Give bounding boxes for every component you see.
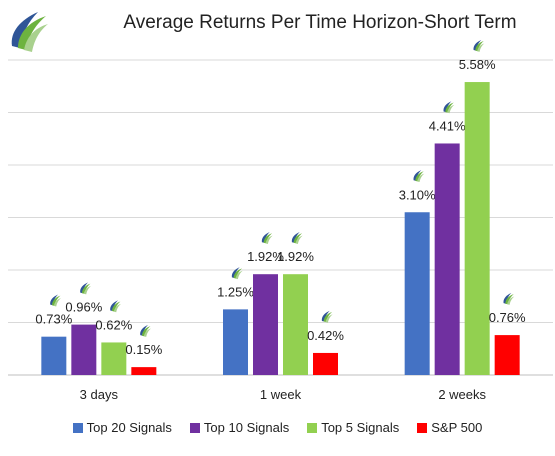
bar (313, 352, 338, 375)
data-label: 3.10% (399, 187, 436, 202)
leaf-swoosh-icon (80, 282, 92, 295)
bar (283, 274, 308, 375)
chart-title: Average Returns Per Time Horizon-Short T… (123, 12, 517, 33)
x-tick-label: 2 weeks (438, 387, 486, 402)
leaf-swoosh-icon (231, 267, 243, 280)
leaf-swoosh-icon (110, 300, 122, 313)
company-logo-icon (11, 12, 48, 52)
data-label: 0.96% (65, 300, 102, 315)
legend-swatch (417, 422, 428, 433)
legend-label: Top 20 Signals (86, 420, 172, 435)
data-label: 1.92% (247, 249, 284, 264)
data-label: 5.58% (459, 57, 496, 72)
legend-swatch (307, 422, 318, 433)
bar (404, 212, 430, 375)
legend-swatch (189, 422, 200, 433)
legend-label: S&P 500 (431, 420, 483, 435)
leaf-swoosh-icon (413, 170, 425, 183)
legend-item: Top 10 Signals (189, 420, 290, 435)
leaf-swoosh-icon (50, 294, 62, 307)
legend-swatch (72, 422, 83, 433)
legend-item: Top 20 Signals (72, 420, 172, 435)
leaf-swoosh-icon (321, 310, 333, 323)
data-label: 0.42% (307, 328, 344, 343)
bar (101, 342, 127, 375)
leaf-swoosh-icon (443, 101, 455, 114)
bar (464, 82, 490, 376)
bar (434, 143, 460, 375)
bar (253, 274, 278, 375)
bar (71, 324, 97, 375)
leaf-swoosh-icon (503, 292, 515, 305)
data-label: 0.76% (489, 310, 526, 325)
legend-item: Top 5 Signals (307, 420, 399, 435)
data-label: 1.25% (217, 284, 254, 299)
legend-label: Top 5 Signals (321, 420, 400, 435)
legend: Top 20 Signals Top 10 Signals Top 5 Signal… (0, 420, 555, 435)
legend-item: S&P 500 (417, 420, 482, 435)
leaf-swoosh-icon (261, 232, 273, 244)
data-label: 0.62% (95, 317, 132, 332)
data-label: 4.41% (429, 118, 466, 133)
bar (223, 309, 248, 375)
data-label: 0.73% (35, 312, 72, 327)
data-label: 0.15% (125, 342, 162, 357)
leaf-swoosh-icon (291, 232, 303, 244)
legend-label: Top 10 Signals (203, 420, 290, 435)
leaf-swoosh-icon (140, 324, 152, 337)
leaf-swoosh-icon (473, 39, 485, 52)
x-tick-label: 3 days (80, 387, 119, 402)
data-label: 1.92% (277, 249, 314, 264)
bar (494, 335, 520, 375)
x-tick-label: 1 week (260, 387, 302, 402)
bar (41, 336, 67, 375)
bar (131, 367, 157, 375)
